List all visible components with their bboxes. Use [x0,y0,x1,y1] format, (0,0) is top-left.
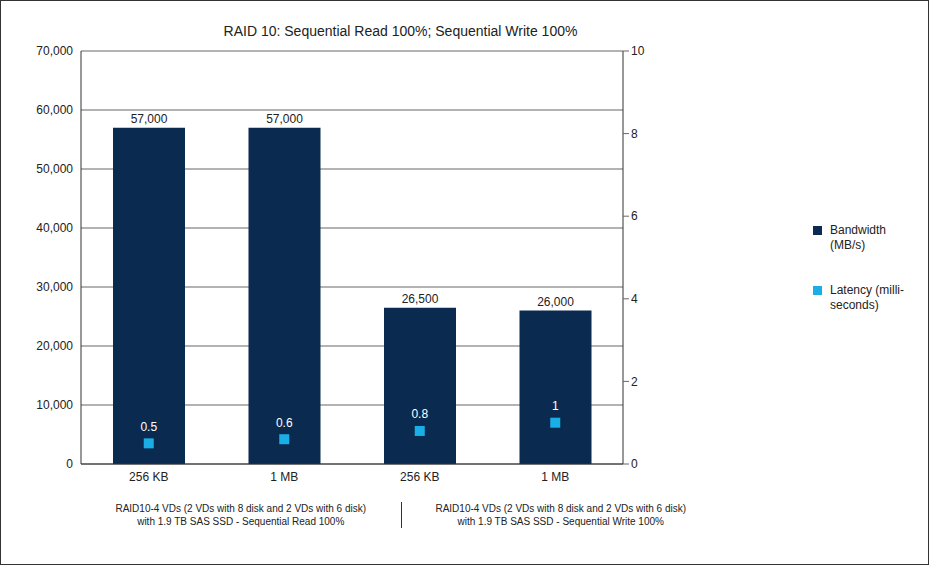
svg-text:70,000: 70,000 [36,44,73,58]
html-text:with 1.9 TB SAS SSD - Sequenti: with 1.9 TB SAS SSD - Sequential Read 10… [137,516,345,527]
html-text:Bandwidth (MB/s): Bandwidth (MB/s) [830,222,886,252]
svg-text:50,000: 50,000 [36,162,73,176]
svg-text:6: 6 [631,209,638,223]
svg-text:1 MB: 1 MB [541,470,569,484]
svg-text:40,000: 40,000 [36,221,73,235]
svg-text:0: 0 [631,457,638,471]
html-text:with 1.9 TB SAS SSD - Sequenti: with 1.9 TB SAS SSD - Sequential Write 1… [457,516,664,527]
svg-text:0.6: 0.6 [276,416,293,430]
svg-text:60,000: 60,000 [36,103,73,117]
svg-text:26,000: 26,000 [537,295,574,309]
svg-text:57,000: 57,000 [266,112,303,126]
svg-text:10,000: 10,000 [36,398,73,412]
svg-text:8: 8 [631,127,638,141]
svg-text:20,000: 20,000 [36,339,73,353]
html-text:RAID 10: Sequential Read 100%;: RAID 10: Sequential Read 100%; Sequentia… [223,23,578,39]
svg-text:0.5: 0.5 [140,420,157,434]
svg-text:1 MB: 1 MB [270,470,298,484]
html-text:RAID10-4 VDs (2 VDs with 8 dis: RAID10-4 VDs (2 VDs with 8 disk and 2 VD… [435,503,687,514]
svg-text:256 KB: 256 KB [129,470,168,484]
svg-text:4: 4 [631,292,638,306]
svg-text:30,000: 30,000 [36,280,73,294]
html-text:RAID10-4 VDs (2 VDs with 8 dis: RAID10-4 VDs (2 VDs with 8 disk and 2 VD… [115,503,367,514]
svg-text:0.8: 0.8 [411,407,428,421]
svg-text:256 KB: 256 KB [400,470,439,484]
svg-text:1: 1 [552,399,559,413]
svg-text:10: 10 [631,44,645,58]
svg-text:26,500: 26,500 [402,292,439,306]
svg-text:2: 2 [631,375,638,389]
svg-text:57,000: 57,000 [131,112,168,126]
svg-text:0: 0 [66,457,73,471]
html-text:Latency (milli-seconds): Latency (milli-seconds) [830,282,904,312]
